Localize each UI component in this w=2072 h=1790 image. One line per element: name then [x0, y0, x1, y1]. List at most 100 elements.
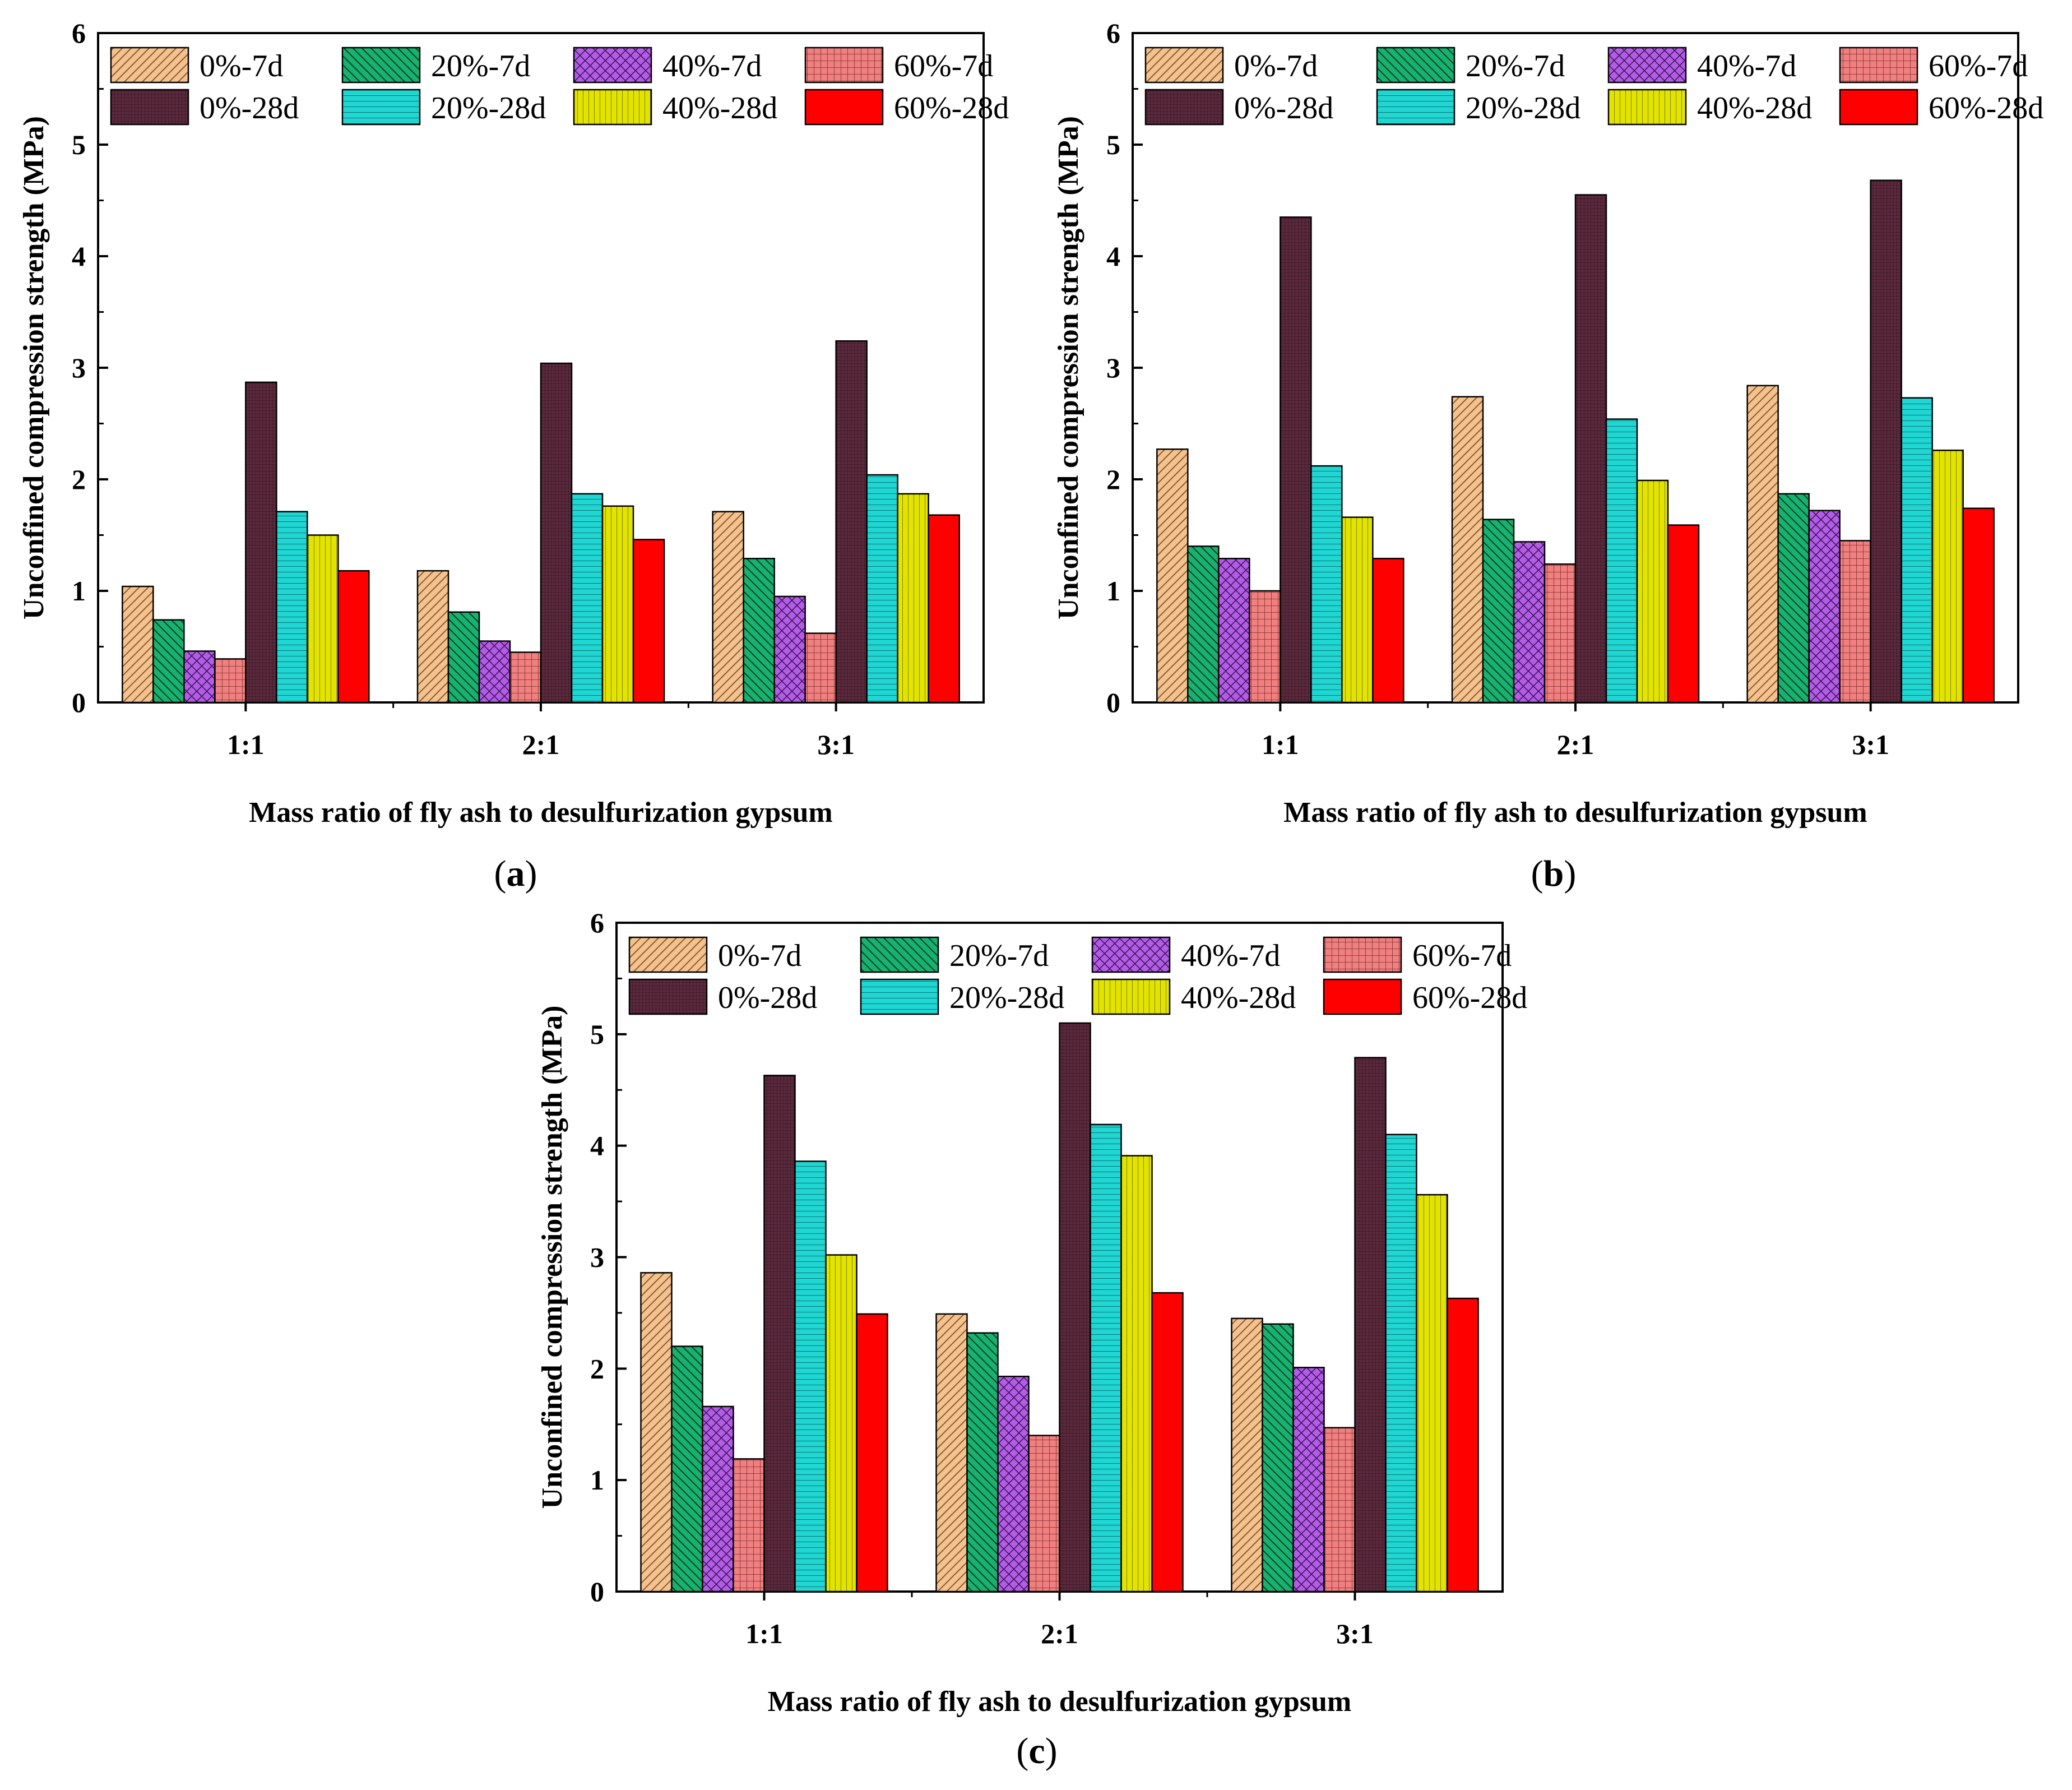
bar-60%-7d-2:1: [509, 651, 542, 704]
bar-40%-28d-1:1: [825, 1254, 857, 1593]
bar-60%-7d-3:1: [1839, 540, 1871, 704]
x-tick-label: 1:1: [745, 1618, 783, 1649]
legend-swatch: [804, 47, 884, 84]
bar-60%-7d-3:1: [1323, 1427, 1356, 1593]
bar-20%-7d-3:1: [743, 558, 775, 704]
y-tick-label: 5: [590, 1019, 604, 1050]
legend-swatch: [1091, 978, 1171, 1015]
y-tick-label: 6: [590, 907, 604, 938]
x-axis-title: Mass ratio of fly ash to desulfurization…: [1283, 797, 1867, 829]
bar-0%-28d-1:1: [245, 381, 277, 704]
legend-swatch: [110, 47, 189, 84]
bar-0%-7d-1:1: [640, 1272, 673, 1593]
x-axis-title: Mass ratio of fly ash to desulfurization…: [249, 797, 832, 829]
legend-label: 60%-7d: [1929, 49, 2028, 84]
y-tick-label: 4: [1106, 240, 1120, 272]
legend-label: 0%-7d: [1234, 49, 1318, 84]
bar-0%-28d-2:1: [540, 362, 573, 704]
legend-label: 40%-7d: [662, 49, 762, 84]
bar-40%-28d-2:1: [601, 505, 634, 704]
y-tick-label: 5: [1106, 129, 1120, 160]
bar-20%-28d-1:1: [1310, 465, 1343, 704]
y-tick-label: 0: [590, 1576, 604, 1607]
bar-40%-28d-3:1: [1931, 450, 1964, 704]
y-axis-title: Unconfined compression strength (MPa): [1053, 116, 1084, 619]
y-tick-label: 4: [72, 240, 86, 272]
legend-label: 40%-28d: [662, 91, 777, 126]
y-tick-label: 2: [72, 464, 86, 495]
y-tick-label: 3: [72, 352, 86, 383]
bar-60%-28d-1:1: [337, 570, 370, 704]
legend-swatch: [1607, 47, 1687, 84]
bar-40%-28d-3:1: [897, 493, 929, 704]
legend-label: 0%-28d: [200, 91, 299, 126]
legend-swatch: [804, 89, 884, 126]
y-tick-label: 1: [590, 1464, 604, 1496]
bar-0%-28d-3:1: [835, 340, 868, 704]
bar-40%-7d-1:1: [183, 650, 216, 704]
bar-60%-7d-1:1: [733, 1458, 765, 1593]
y-tick-label: 1: [1106, 575, 1120, 607]
bar-0%-7d-3:1: [712, 511, 744, 704]
bar-0%-7d-1:1: [122, 585, 154, 704]
bar-60%-7d-3:1: [804, 632, 837, 704]
y-tick-label: 2: [1106, 464, 1120, 495]
bar-40%-7d-1:1: [702, 1405, 734, 1593]
bar-60%-7d-2:1: [1543, 563, 1577, 704]
bar-0%-7d-3:1: [1231, 1317, 1263, 1593]
bar-40%-7d-3:1: [773, 595, 806, 704]
y-tick-label: 3: [590, 1242, 604, 1273]
legend-swatch: [341, 47, 421, 84]
bar-20%-7d-2:1: [1482, 519, 1515, 704]
legend-swatch: [1144, 89, 1224, 126]
bar-0%-28d-2:1: [1574, 194, 1607, 704]
y-tick-label: 0: [72, 687, 86, 718]
bar-20%-28d-2:1: [571, 493, 604, 704]
legend-label: 20%-7d: [1466, 49, 1565, 84]
bar-60%-28d-2:1: [1667, 524, 1700, 704]
bar-60%-28d-2:1: [632, 539, 665, 704]
x-tick-label: 1:1: [227, 729, 265, 760]
x-tick-label: 3:1: [817, 729, 855, 760]
bar-60%-28d-1:1: [1372, 558, 1404, 704]
panel-caption: (a): [494, 853, 537, 894]
bar-60%-28d-3:1: [1962, 507, 1995, 704]
legend-label: 60%-28d: [894, 91, 1009, 126]
legend-label: 40%-28d: [1181, 980, 1296, 1015]
legend-swatch: [1091, 936, 1171, 973]
legend-label: 20%-28d: [949, 980, 1064, 1015]
x-tick-label: 1:1: [1262, 729, 1299, 760]
legend-swatch: [628, 978, 708, 1015]
legend: 0%-7d 20%-7d 40%-7d 60%-7d 0%-28d 20%-28d 40%-…: [110, 47, 1009, 126]
y-tick-label: 6: [1106, 17, 1120, 49]
bar-40%-7d-3:1: [1808, 510, 1841, 704]
bar-0%-7d-2:1: [416, 570, 449, 704]
bar-20%-7d-2:1: [447, 611, 480, 704]
bar-40%-28d-3:1: [1416, 1194, 1448, 1593]
legend-label: 0%-28d: [718, 980, 817, 1015]
y-tick-label: 3: [1106, 352, 1120, 383]
y-tick-label: 5: [72, 129, 86, 160]
legend-label: 40%-28d: [1697, 91, 1812, 126]
legend-label: 20%-28d: [1466, 91, 1580, 126]
bar-0%-28d-3:1: [1354, 1057, 1387, 1593]
legend-label: 0%-28d: [1234, 91, 1333, 126]
legend-swatch: [1323, 978, 1402, 1015]
y-tick-label: 4: [590, 1130, 604, 1162]
legend-label: 60%-7d: [894, 49, 993, 84]
x-tick-label: 3:1: [1852, 729, 1889, 760]
x-tick-label: 2:1: [1041, 1618, 1078, 1649]
chart-b: 0 1 2 3 4 5 6 Unconfined compression strength (…: [1053, 17, 2043, 894]
legend-swatch: [573, 89, 652, 126]
x-tick-label: 2:1: [522, 729, 560, 760]
bar-20%-28d-3:1: [1901, 397, 1933, 704]
y-axis-title: Unconfined compression strength (MPa): [536, 1006, 568, 1509]
bar-40%-7d-3:1: [1292, 1367, 1325, 1593]
legend: 0%-7d 20%-7d 40%-7d 60%-7d 0%-28d 20%-28d 40%-…: [1144, 47, 2043, 126]
legend-label: 60%-7d: [1412, 938, 1512, 973]
legend-swatch: [573, 47, 652, 84]
bar-60%-7d-1:1: [214, 658, 247, 704]
panel-caption: (c): [1016, 1731, 1057, 1772]
bar-60%-28d-2:1: [1151, 1292, 1184, 1593]
bar-20%-7d-1:1: [152, 619, 185, 704]
